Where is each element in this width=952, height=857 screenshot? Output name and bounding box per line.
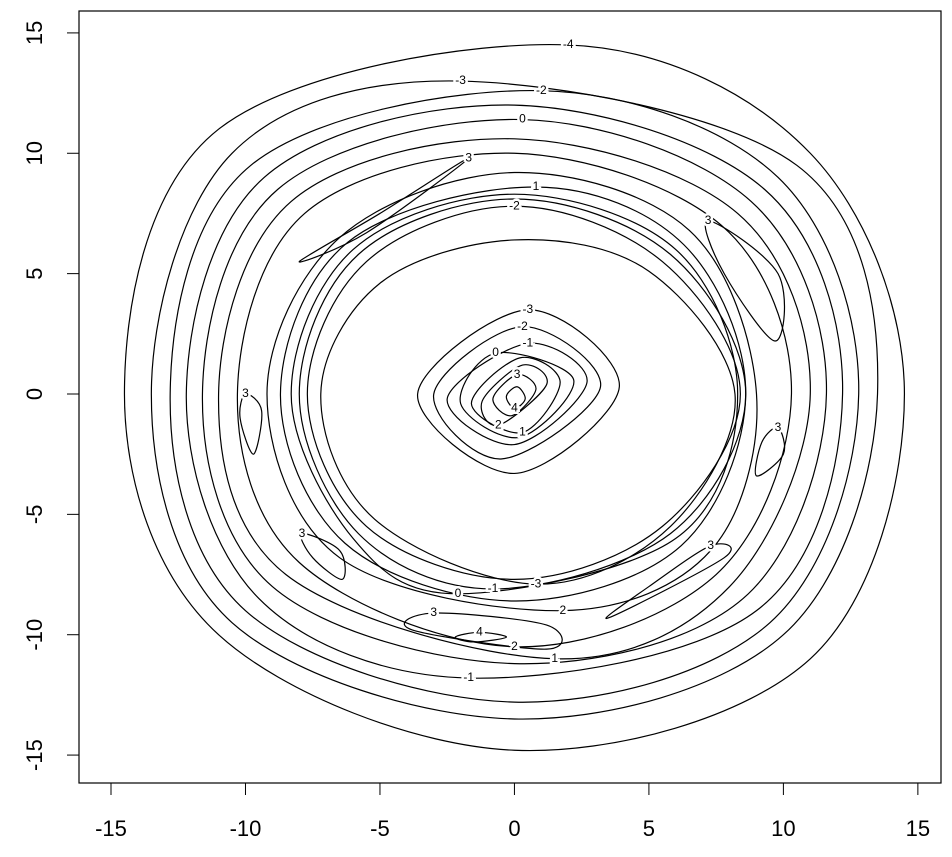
contour-labels: -4 -3 -2 -1 0 1 2 2 1 0 -1 -2 -3 -3 -2 -1 0 1 2 3 4 3 3 3 3 3 3 3 4: [240, 35, 785, 687]
contour-line: [279, 186, 747, 602]
contour-line: [298, 198, 747, 590]
contour-label: -2: [536, 83, 547, 97]
contour-label: 1: [551, 651, 558, 665]
x-tick-label: 5: [643, 816, 655, 841]
contour-label: 2: [560, 603, 567, 617]
contour-label: -3: [455, 73, 466, 87]
y-tick-label: 10: [22, 141, 47, 165]
contour-line: [454, 631, 507, 643]
x-tick-label: -15: [95, 816, 127, 841]
y-tick-label: 15: [22, 21, 47, 45]
contour-label: 2: [511, 639, 518, 653]
contour-label: -4: [563, 37, 574, 51]
contour-label: -3: [523, 302, 534, 316]
contour-line: [417, 309, 620, 475]
contour-line: [320, 239, 736, 585]
plot-frame: [78, 10, 942, 784]
contour-label: 1: [519, 425, 526, 439]
contour-label: -1: [488, 581, 499, 595]
y-tick-label: -5: [22, 505, 47, 525]
contour-label: 0: [492, 345, 499, 359]
contour-label: 3: [430, 605, 437, 619]
contour-line: [403, 612, 563, 650]
contour-line: [704, 220, 786, 342]
contour-label: 3: [299, 526, 306, 540]
contour-line: [459, 351, 575, 439]
contour-line: [306, 205, 741, 580]
contour-label: 3: [707, 538, 714, 552]
x-tick-label: 10: [771, 816, 795, 841]
contour-label: -1: [463, 670, 474, 684]
y-tick-label: -15: [22, 739, 47, 771]
contour-line: [480, 364, 548, 427]
contour-label: 0: [455, 586, 462, 600]
y-tick-label: -10: [22, 619, 47, 651]
contour-line: [150, 80, 879, 720]
contour-line: [239, 393, 263, 455]
contour-line: [290, 193, 739, 595]
contour-label: 3: [514, 367, 521, 381]
contour-label: -1: [523, 336, 534, 350]
contour-line: [123, 43, 906, 752]
contour-lines: [123, 43, 906, 752]
contour-line: [185, 104, 844, 679]
contour-line: [266, 171, 758, 612]
contour-line: [470, 356, 561, 434]
contour-label: -3: [531, 576, 542, 590]
x-tick-label: 0: [508, 816, 520, 841]
contour-label: 3: [775, 420, 782, 434]
contour-line: [298, 157, 470, 263]
contour-line: [217, 138, 811, 660]
y-tick-label: 5: [22, 268, 47, 280]
contour-line: [754, 426, 786, 477]
contour-line: [492, 374, 537, 417]
contour-line: [300, 533, 346, 580]
contour-label: 3: [242, 386, 249, 400]
contour-line: [605, 543, 732, 620]
contour-line: [236, 152, 793, 648]
x-tick-label: 15: [906, 816, 930, 841]
contour-line: [169, 90, 860, 703]
contour-line: [446, 342, 588, 446]
contour-label: 0: [519, 112, 526, 126]
contour-line: [505, 386, 526, 410]
x-tick-label: -5: [370, 816, 390, 841]
contour-label: 4: [476, 624, 483, 638]
contour-label: -2: [509, 198, 520, 212]
contour-label: 2: [495, 417, 502, 431]
y-tick-label: 0: [22, 388, 47, 400]
contour-label: 3: [705, 213, 712, 227]
contour-label: 3: [465, 150, 472, 164]
x-tick-label: -10: [230, 816, 262, 841]
contour-line: [201, 118, 828, 665]
contour-line: [433, 325, 602, 460]
contour-label: 4: [511, 401, 518, 415]
contour-label: -2: [517, 319, 528, 333]
contour-label: 1: [533, 179, 540, 193]
